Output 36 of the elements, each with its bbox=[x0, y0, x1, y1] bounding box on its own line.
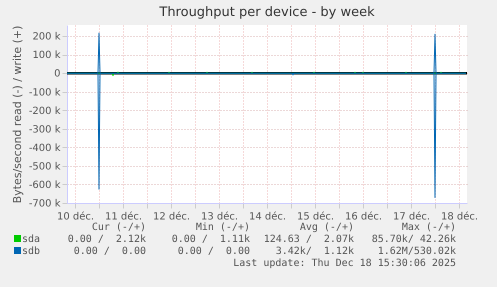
text: Last update: Thu Dec 18 15:30:06 2025 bbox=[232, 258, 456, 269]
y-tick-label: -600 k bbox=[28, 180, 61, 191]
text: Cur (-/+) bbox=[90, 222, 146, 233]
x-tick-label: 10 déc. bbox=[56, 212, 94, 222]
text: 1.62M/530.02k bbox=[376, 246, 456, 257]
text: 3.42k/ 1.12k bbox=[274, 246, 354, 257]
y-tick-label: -100 k bbox=[28, 87, 61, 98]
x-tick-label: 12 déc. bbox=[152, 212, 190, 222]
y-axis-title: Bytes/second read (-) / write (+) bbox=[10, 26, 24, 204]
text: 124.63 / 2.07k bbox=[262, 234, 354, 245]
legend-label: sda bbox=[22, 234, 42, 245]
text: Max (-/+) bbox=[400, 222, 456, 233]
x-tick-label: 13 déc. bbox=[200, 212, 238, 222]
y-tick-label: -200 k bbox=[28, 106, 61, 117]
x-tick-label: 14 déc. bbox=[248, 212, 286, 222]
text: 0.00 / 0.00 bbox=[176, 246, 250, 257]
y-tick-label: 100 k bbox=[32, 50, 61, 62]
text: 85.70k/ 42.26k bbox=[370, 234, 456, 245]
x-tick-label: 17 déc. bbox=[392, 212, 430, 222]
text: Avg (-/+) bbox=[298, 222, 354, 233]
y-tick-label: 0 bbox=[54, 68, 60, 80]
x-tick-label: 15 déc. bbox=[296, 212, 334, 222]
legend-label: sdb bbox=[22, 246, 42, 257]
y-tick-label: -500 k bbox=[28, 161, 61, 172]
x-tick-label: 18 déc. bbox=[440, 212, 478, 222]
chart-title: Throughput per device - by week bbox=[158, 5, 376, 20]
y-tick-label: -700 k bbox=[28, 198, 61, 210]
text: 0.00 / 2.12k bbox=[66, 234, 146, 245]
x-tick-label: 16 déc. bbox=[344, 212, 382, 222]
x-tick-label: 11 déc. bbox=[104, 212, 142, 222]
y-tick-label: -300 k bbox=[28, 124, 61, 136]
y-tick-label: -400 k bbox=[28, 142, 61, 154]
y-tick-label: 200 k bbox=[32, 32, 61, 43]
text: 0.00 / 1.11k bbox=[170, 234, 250, 245]
text: Min (-/+) bbox=[194, 222, 250, 233]
text: 0.00 / 0.00 bbox=[72, 246, 146, 257]
